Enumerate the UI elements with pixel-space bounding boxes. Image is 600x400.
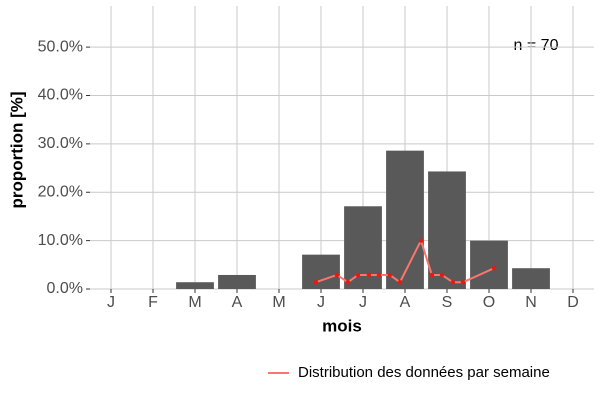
weekly-point [450, 280, 456, 285]
bar [218, 274, 256, 289]
bar [386, 150, 424, 289]
y-axis-label: proportion [%] [7, 91, 26, 208]
weekly-point [387, 272, 393, 278]
weekly-point [439, 272, 445, 278]
annotation: n = 70 [514, 37, 559, 54]
weekly-point [366, 272, 372, 278]
legend-label: Distribution des données par semaine [298, 364, 550, 381]
bar [176, 282, 214, 289]
y-tick-label: 10.0% [38, 232, 83, 249]
y-tick-label: 50.0% [38, 38, 83, 55]
bar [302, 254, 340, 289]
x-tick-label: J [359, 294, 367, 311]
weekly-point [429, 272, 435, 278]
weekly-point [397, 280, 403, 285]
x-tick-label: N [525, 294, 537, 311]
weekly-point [491, 265, 497, 271]
x-tick-label: S [442, 294, 453, 311]
x-tick-label: A [400, 294, 411, 311]
bar [428, 171, 466, 289]
y-tick-label: 20.0% [38, 183, 83, 200]
bar [344, 206, 382, 289]
bar [470, 240, 508, 289]
x-tick-label: M [272, 294, 285, 311]
x-tick-label: A [232, 294, 243, 311]
x-tick-label: J [107, 294, 115, 311]
bar [512, 268, 550, 289]
weekly-point [334, 272, 340, 278]
weekly-point [460, 280, 466, 285]
weekly-point [345, 280, 351, 285]
y-tick-label: 0.0% [47, 280, 83, 297]
x-tick-label: J [317, 294, 325, 311]
weekly-point [313, 280, 319, 285]
x-tick-label: D [567, 294, 579, 311]
x-tick-label: F [148, 294, 158, 311]
y-tick-label: 30.0% [38, 135, 83, 152]
x-tick-label: O [483, 294, 495, 311]
y-tick-label: 40.0% [38, 87, 83, 104]
weekly-point [418, 238, 424, 243]
weekly-point [376, 272, 382, 278]
weekly-point [355, 272, 361, 278]
x-tick-label: M [188, 294, 201, 311]
x-axis-label: mois [322, 316, 362, 335]
